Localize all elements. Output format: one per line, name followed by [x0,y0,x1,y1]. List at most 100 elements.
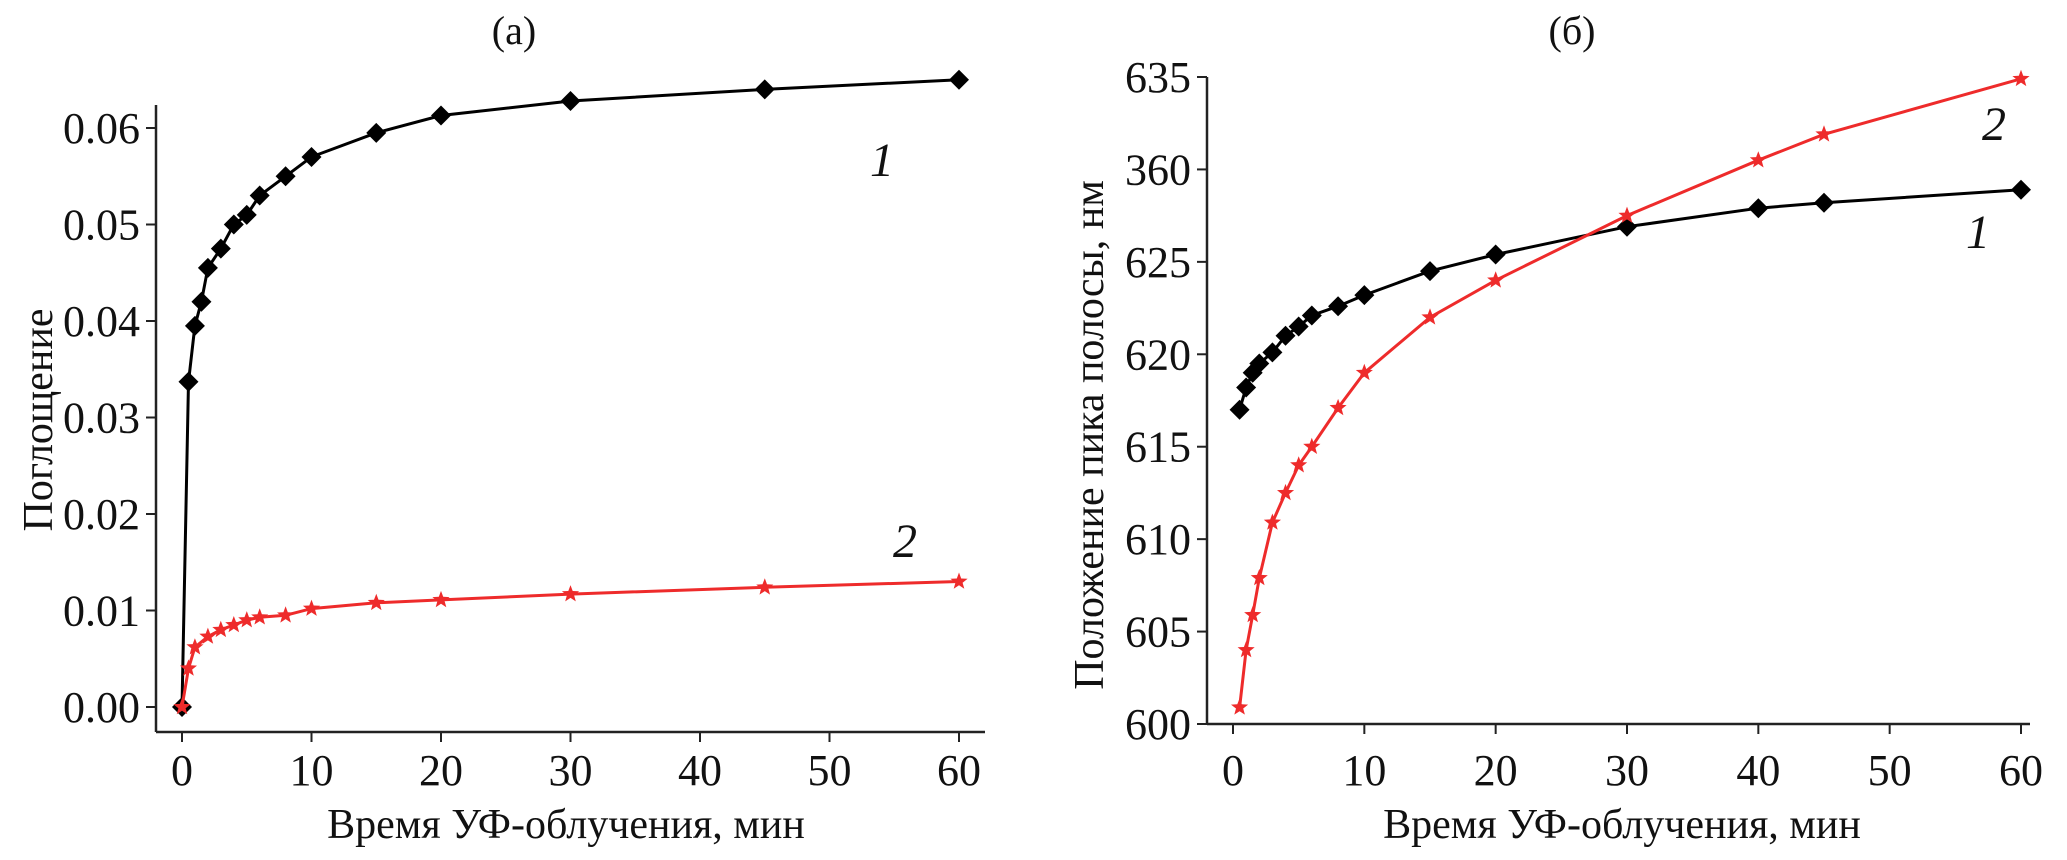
x-tick-label: 30 [549,746,593,795]
data-point-star [1290,456,1308,473]
data-point-diamond [236,204,257,225]
data-point-diamond [223,214,244,235]
chart-title: (б) [1549,8,1596,53]
x-tick-label: 10 [290,746,334,795]
series-1 [1229,179,2031,420]
x-tick-label: 20 [419,746,463,795]
data-point-diamond [249,185,270,206]
data-point-diamond [178,371,199,392]
x-tick-label: 30 [1605,746,1649,795]
data-point-star [251,608,269,625]
x-tick-label: 60 [1999,746,2043,795]
data-point-star [950,572,968,589]
data-point-star [1329,398,1347,416]
x-tick-label: 50 [1868,746,1912,795]
data-point-diamond [301,146,322,167]
y-tick-label: 0.03 [63,394,140,443]
curve-label-1: 1 [870,134,894,187]
data-point-diamond [366,122,387,143]
data-point-diamond [210,238,231,259]
data-point-star [173,698,191,715]
data-point-diamond [1420,261,1440,282]
y-axis-title: Положение пика полосы, нм [1067,180,1113,690]
data-point-star [225,616,243,633]
data-point-diamond [1354,285,1375,306]
data-point-star [1277,483,1295,501]
y-tick-label: 0.01 [63,587,140,636]
series-line [180,78,960,708]
series-2 [1231,69,2030,715]
data-point-diamond [754,79,775,100]
data-point-star [179,659,197,676]
data-point-star [2012,69,2030,87]
data-point-diamond [2011,179,2031,200]
data-point-star [1815,125,1833,142]
x-tick-label: 0 [1222,746,1244,795]
data-point-star [1244,605,1262,623]
data-point-diamond [949,69,969,90]
series-1 [172,69,969,717]
x-tick-label: 50 [808,746,852,795]
data-point-diamond [1236,377,1257,398]
data-point-star [367,593,385,611]
y-tick-label: 615 [1125,423,1191,472]
data-point-diamond [1748,198,1769,219]
data-point-star [1487,271,1505,288]
data-point-star [432,590,450,608]
y-tick-label: 600 [1125,700,1191,749]
curve-label-2: 2 [1982,98,2006,151]
series-line [180,580,960,708]
data-point-diamond [184,315,205,336]
y-tick-label: 610 [1125,515,1191,564]
series-line [1238,77,2022,708]
data-point-star [302,599,321,616]
data-point-star [1250,569,1268,586]
data-point-diamond [1814,192,1834,213]
data-point-star [561,585,580,602]
y-tick-label: 0.06 [63,104,140,153]
data-point-diamond [1617,216,1637,237]
x-axis-title: Время УФ-облучения, мин [327,802,805,848]
data-point-diamond [560,90,581,111]
data-point-star [1355,363,1373,381]
data-point-star [1618,206,1636,223]
data-point-star [1237,641,1255,658]
data-point-star [1231,698,1249,715]
y-axis-title: Поглощение [16,309,62,532]
data-point-star [277,606,295,623]
data-point-star [199,627,217,644]
y-tick-label: 605 [1125,608,1191,657]
curve-label-2: 2 [893,515,917,568]
y-tick-label: 0.02 [63,490,140,539]
data-point-diamond [1229,399,1250,420]
y-tick-label: 360 [1125,145,1191,194]
data-point-star [756,578,774,595]
data-point-diamond [1275,325,1296,346]
curve-label-1: 1 [1966,206,1990,259]
data-point-diamond [431,105,451,126]
x-tick-label: 60 [937,746,981,795]
data-point-diamond [1485,244,1506,265]
y-tick-label: 635 [1125,53,1191,102]
data-point-star [1303,437,1321,454]
data-point-diamond [1288,316,1309,337]
x-tick-label: 0 [171,746,193,795]
data-point-star [1263,513,1281,530]
data-point-diamond [1301,305,1322,326]
data-point-diamond [1262,342,1283,363]
data-point-diamond [1328,296,1349,317]
y-tick-label: 0.04 [63,297,140,346]
y-tick-label: 0.05 [63,201,140,250]
data-point-star [1749,151,1767,168]
x-axis-title: Время УФ-облучения, мин [1383,802,1861,848]
data-point-diamond [1249,353,1270,374]
data-point-diamond [191,291,212,312]
y-tick-label: 0.00 [63,683,140,732]
x-tick-label: 10 [1342,746,1386,795]
y-tick-label: 625 [1125,238,1191,287]
x-tick-label: 40 [678,746,722,795]
data-point-star [212,620,230,638]
data-point-star [238,611,256,628]
series-2 [173,572,968,715]
